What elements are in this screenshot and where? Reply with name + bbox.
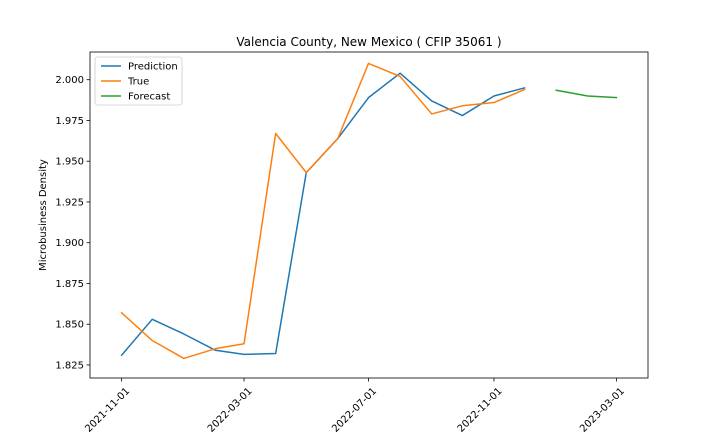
axes-frame xyxy=(89,51,649,379)
legend-label-true: True xyxy=(127,77,149,88)
legend-label-prediction: Prediction xyxy=(128,62,178,73)
legend: Prediction True Forecast xyxy=(94,56,183,106)
y-tick-label: 1.850 xyxy=(55,320,84,331)
y-axis-label: Microbusiness Density xyxy=(38,159,49,271)
y-tick-label: 2.000 xyxy=(55,75,84,86)
chart-title: Valencia County, New Mexico ( CFIP 35061… xyxy=(236,35,501,49)
legend-box xyxy=(94,56,183,106)
series-line-forecast xyxy=(555,89,618,99)
series-line-true xyxy=(120,62,526,360)
y-tick-label: 1.975 xyxy=(55,116,84,127)
y-tick-label: 1.875 xyxy=(55,279,84,290)
y-tick-label: 1.900 xyxy=(55,238,84,249)
legend-label-forecast: Forecast xyxy=(128,92,170,103)
y-tick-label: 1.825 xyxy=(55,360,84,371)
y-tick-label: 1.950 xyxy=(55,157,84,168)
y-tick-label: 1.925 xyxy=(55,197,84,208)
